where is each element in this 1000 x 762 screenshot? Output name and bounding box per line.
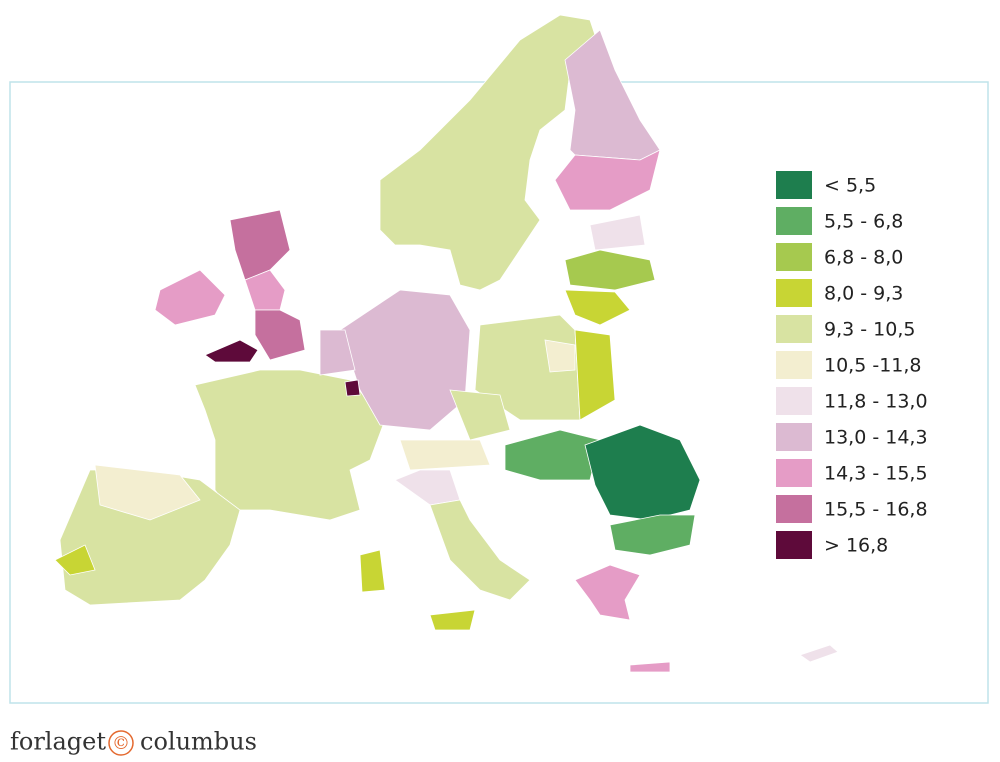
- region-scotland: [229, 209, 291, 281]
- map: [54, 14, 839, 673]
- legend-label: 8,0 - 9,3: [824, 283, 903, 305]
- legend-swatch: [776, 495, 812, 523]
- region-crete: [629, 661, 671, 673]
- region-east-poland: [574, 329, 616, 421]
- brand-left: forlaget: [10, 728, 106, 756]
- region-bulgaria: [609, 514, 696, 556]
- legend-swatch: [776, 315, 812, 343]
- brand-symbol: ©: [112, 733, 130, 754]
- region-estonia: [589, 214, 646, 251]
- region-romania: [584, 424, 701, 521]
- legend-swatch: [776, 531, 812, 559]
- region-central-poland: [544, 339, 576, 373]
- legend-label: 6,8 - 8,0: [824, 247, 903, 269]
- legend-label: < 5,5: [824, 175, 876, 197]
- region-sicily: [429, 609, 476, 631]
- legend-swatch: [776, 243, 812, 271]
- legend-swatch: [776, 351, 812, 379]
- region-north-england: [244, 269, 286, 311]
- legend-label: 10,5 -11,8: [824, 355, 922, 377]
- region-scandinavia: [379, 14, 601, 291]
- region-austria: [399, 439, 491, 471]
- region-hungary: [504, 429, 601, 481]
- region-brussels: [344, 379, 361, 397]
- region-greece: [574, 564, 641, 621]
- legend-label: 13,0 - 14,3: [824, 427, 928, 449]
- region-england: [254, 309, 306, 361]
- legend-swatch: [776, 207, 812, 235]
- region-portugal-south: [54, 544, 96, 576]
- region-north-italy: [394, 469, 461, 506]
- region-france: [194, 369, 386, 521]
- region-north-spain: [94, 464, 201, 521]
- region-cyprus: [799, 644, 839, 663]
- legend-label: > 16,8: [824, 535, 888, 557]
- brand-right: columbus: [140, 728, 257, 756]
- region-finland-north: [564, 29, 661, 161]
- legend-swatch: [776, 459, 812, 487]
- legend-swatch: [776, 171, 812, 199]
- legend-swatch: [776, 279, 812, 307]
- legend-swatch: [776, 423, 812, 451]
- region-latvia: [564, 249, 656, 291]
- region-italy: [429, 499, 531, 601]
- region-czechia: [449, 389, 511, 441]
- legend-label: 9,3 - 10,5: [824, 319, 915, 341]
- brand-symbol-ring: [108, 730, 134, 756]
- region-benelux: [319, 329, 356, 376]
- legend-swatch: [776, 387, 812, 415]
- legend-label: 5,5 - 6,8: [824, 211, 903, 233]
- region-south-west: [204, 339, 259, 363]
- legend-label: 14,3 - 15,5: [824, 463, 928, 485]
- legend: < 5,5 5,5 - 6,8 6,8 - 8,0 8,0 - 9,3 9,3 - 10…: [776, 171, 928, 559]
- region-finland-south: [554, 149, 661, 211]
- legend-label: 15,5 - 16,8: [824, 499, 928, 521]
- region-ireland: [154, 269, 226, 326]
- region-sardinia: [359, 549, 386, 593]
- legend-label: 11,8 - 13,0: [824, 391, 928, 413]
- region-lithuania: [564, 289, 631, 326]
